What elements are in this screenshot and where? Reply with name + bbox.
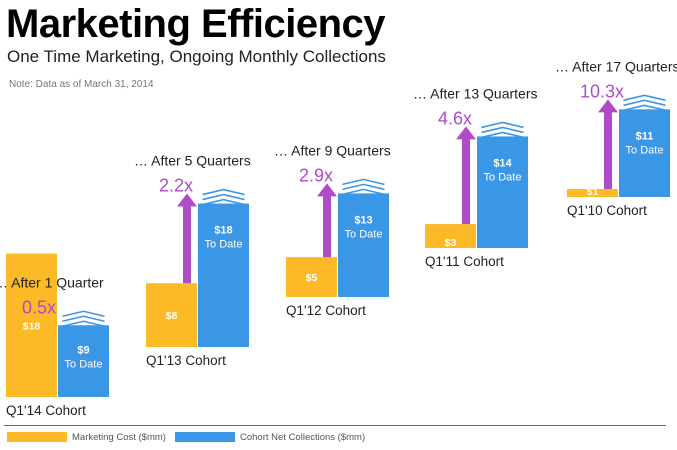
value-sublabel-collections-2: To Date xyxy=(345,228,383,240)
chevron-icon-4-2 xyxy=(623,94,666,102)
value-label-marketing-1: $8 xyxy=(166,310,178,322)
growth-arrow-head-3 xyxy=(456,126,476,140)
chevron-icon-3-0 xyxy=(481,131,524,139)
value-sublabel-collections-4: To Date xyxy=(626,144,664,156)
ratio-label-3: 4.6x xyxy=(438,108,472,128)
ratio-label-0: 0.5x xyxy=(22,297,56,317)
value-label-marketing-2: $5 xyxy=(306,272,318,284)
period-label-0: … After 1 Quarter xyxy=(0,274,104,290)
growth-arrow-head-4 xyxy=(598,99,618,113)
ratio-label-1: 2.2x xyxy=(159,176,193,196)
category-label-1: Q1'13 Cohort xyxy=(146,353,226,368)
value-label-collections-1: $18 xyxy=(214,225,232,237)
legend-item-collections: Cohort Net Collections ($mm) xyxy=(175,430,365,444)
chevron-icon-1-0 xyxy=(202,198,245,206)
chevron-icon-2-1 xyxy=(342,183,385,191)
chevron-icon-2-2 xyxy=(342,178,385,186)
period-label-4: … After 17 Quarters xyxy=(555,58,677,74)
legend-swatch-collections xyxy=(175,432,235,442)
ratio-label-2: 2.9x xyxy=(299,165,333,185)
legend-label-collections: Cohort Net Collections ($mm) xyxy=(240,431,366,443)
legend-item-marketing: Marketing Cost ($mm) xyxy=(7,430,166,444)
category-label-0: Q1'14 Cohort xyxy=(6,403,86,418)
legend-label-marketing: Marketing Cost ($mm) xyxy=(72,431,166,443)
chevron-icon-0-2 xyxy=(62,310,105,318)
bar-marketing-3 xyxy=(425,224,476,248)
bar-collections-2 xyxy=(338,193,389,297)
chevron-icon-4-1 xyxy=(623,99,666,107)
bar-marketing-4 xyxy=(567,189,618,197)
value-label-marketing-0: $18 xyxy=(23,320,41,332)
chevron-icon-3-1 xyxy=(481,126,524,134)
ratio-label-4: 10.3x xyxy=(580,81,624,101)
value-label-marketing-3: $3 xyxy=(445,237,457,249)
growth-arrow-shaft-1 xyxy=(183,205,191,284)
growth-arrow-shaft-4 xyxy=(604,111,612,190)
chart-subtitle: One Time Marketing, Ongoing Monthly Coll… xyxy=(7,47,386,66)
chevron-icon-2-0 xyxy=(342,188,385,196)
value-label-collections-2: $13 xyxy=(354,214,372,226)
value-label-collections-4: $11 xyxy=(636,130,654,142)
chevron-icon-0-0 xyxy=(62,320,105,328)
chevron-icon-4-0 xyxy=(623,104,666,112)
chevron-icon-3-2 xyxy=(481,121,524,129)
bar-marketing-0 xyxy=(6,253,57,397)
period-label-3: … After 13 Quarters xyxy=(413,85,538,101)
value-label-collections-3: $14 xyxy=(493,157,512,169)
chart-title: Marketing Efficiency xyxy=(6,2,386,46)
legend-swatch-marketing xyxy=(7,432,67,442)
bar-collections-0 xyxy=(58,325,109,397)
growth-arrow-shaft-2 xyxy=(323,195,331,258)
value-sublabel-collections-0: To Date xyxy=(65,358,103,370)
growth-arrow-head-2 xyxy=(317,183,337,197)
value-label-marketing-4: $1 xyxy=(587,186,599,198)
growth-arrow-shaft-3 xyxy=(462,138,470,225)
category-label-4: Q1'10 Cohort xyxy=(567,203,647,218)
value-sublabel-collections-1: To Date xyxy=(205,239,243,251)
bar-marketing-2 xyxy=(286,257,337,297)
period-label-2: … After 9 Quarters xyxy=(274,142,391,158)
category-label-2: Q1'12 Cohort xyxy=(286,303,366,318)
value-label-collections-0: $9 xyxy=(77,344,89,356)
value-sublabel-collections-3: To Date xyxy=(484,171,522,183)
bar-collections-1 xyxy=(198,203,249,347)
bar-collections-4 xyxy=(619,109,670,197)
bar-marketing-1 xyxy=(146,283,197,347)
category-label-3: Q1'11 Cohort xyxy=(425,254,504,269)
growth-arrow-head-1 xyxy=(177,193,197,207)
chevron-icon-0-1 xyxy=(62,315,105,323)
chevron-icon-1-1 xyxy=(202,193,245,201)
legend-divider xyxy=(4,425,666,426)
period-label-1: … After 5 Quarters xyxy=(134,153,251,169)
bar-collections-3 xyxy=(477,136,528,248)
chevron-icon-1-2 xyxy=(202,188,245,196)
data-note: Note: Data as of March 31, 2014 xyxy=(9,79,154,90)
cohort-chart: $18 $9 To Date 0.5x … After 1 Quarter Q1'14 C… xyxy=(0,58,677,418)
